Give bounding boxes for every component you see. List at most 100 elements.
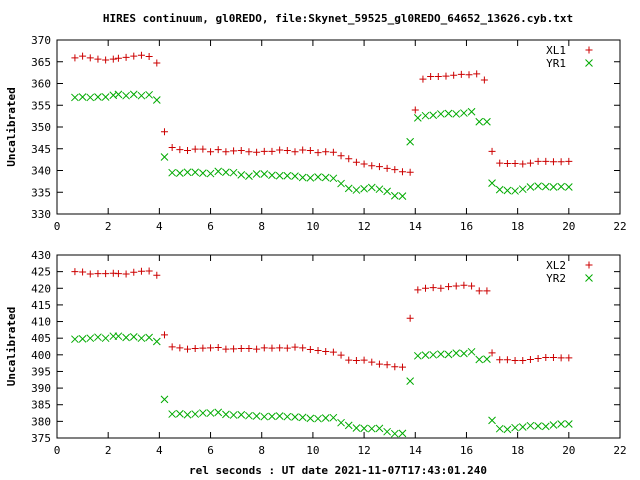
data-point <box>245 344 253 352</box>
data-point <box>534 354 542 362</box>
plot-frame <box>56 39 621 215</box>
data-point <box>94 333 102 342</box>
data-point <box>429 350 438 359</box>
data-point <box>542 353 550 361</box>
data-point <box>101 93 110 101</box>
data-point <box>145 90 153 99</box>
data-point <box>207 344 215 352</box>
x-tick-label: 16 <box>460 444 473 457</box>
data-point <box>467 107 476 116</box>
x-tick-label: 18 <box>511 220 524 233</box>
x-tick-label: 4 <box>156 444 163 457</box>
data-point <box>114 332 123 341</box>
data-point <box>71 93 79 102</box>
data-point <box>298 413 307 422</box>
data-point <box>422 284 430 292</box>
data-point <box>268 412 276 421</box>
data-point <box>314 149 322 157</box>
data-point <box>549 158 557 166</box>
data-point <box>276 146 284 154</box>
data-point <box>175 169 184 177</box>
data-point <box>511 356 519 364</box>
data-point <box>503 425 512 434</box>
data-point <box>475 117 484 126</box>
data-point <box>468 282 476 290</box>
data-point <box>406 377 415 385</box>
data-point <box>352 356 360 364</box>
data-point <box>160 153 169 161</box>
data-point <box>503 160 511 168</box>
data-point <box>291 172 299 181</box>
data-point <box>275 412 284 420</box>
data-point <box>184 146 192 154</box>
data-point <box>214 343 222 351</box>
bottom-panel: 0 2 4 6 8 10 12 14 16 18 20 22 375 380 385 390 395 400 405… <box>5 249 627 457</box>
data-point <box>175 409 184 418</box>
data-point <box>71 54 79 62</box>
data-point <box>283 412 292 421</box>
data-point <box>191 145 199 153</box>
x-tick-label: 10 <box>306 444 319 457</box>
data-point <box>360 356 368 364</box>
data-point <box>383 187 391 196</box>
data-point <box>344 421 353 430</box>
data-point <box>222 410 230 419</box>
data-point <box>452 349 461 358</box>
data-point <box>368 162 376 170</box>
data-point <box>137 91 146 100</box>
data-point <box>152 96 161 104</box>
data-point <box>467 347 476 356</box>
data-point <box>299 146 307 154</box>
data-point <box>114 270 122 278</box>
data-point <box>450 71 458 79</box>
data-point <box>375 185 384 194</box>
data-point <box>383 427 391 436</box>
data-point <box>214 408 223 417</box>
data-point <box>206 169 215 178</box>
data-point <box>283 146 291 154</box>
y-tick-label: 425 <box>31 266 51 279</box>
data-point <box>321 173 330 182</box>
data-point <box>137 51 145 59</box>
data-point <box>444 109 453 118</box>
x-tick-label: 22 <box>613 444 626 457</box>
x-tick-label: 22 <box>613 220 626 233</box>
data-point <box>122 91 130 100</box>
data-point <box>390 191 399 200</box>
data-point <box>206 409 215 417</box>
data-point <box>102 56 110 64</box>
data-point <box>252 412 261 420</box>
y-tick-label: 420 <box>31 282 51 295</box>
data-point <box>526 355 534 363</box>
x-tick-label: 14 <box>409 444 423 457</box>
data-point <box>526 421 535 430</box>
y-tick-label: 415 <box>31 299 51 312</box>
data-point <box>390 429 399 438</box>
y-tick-label: 355 <box>31 99 51 112</box>
data-point <box>130 268 138 276</box>
data-point <box>383 164 391 172</box>
data-point <box>421 111 430 120</box>
data-point <box>214 146 222 154</box>
legend-marker <box>585 261 593 269</box>
data-point <box>411 106 419 114</box>
data-point <box>360 424 368 433</box>
data-point <box>488 147 496 155</box>
data-point <box>207 148 215 156</box>
data-point <box>368 358 376 366</box>
data-point <box>260 147 268 155</box>
data-point <box>229 411 238 419</box>
x-tick-label: 0 <box>54 220 61 233</box>
y-tick-label: 330 <box>31 208 51 221</box>
data-point <box>565 354 573 362</box>
data-point <box>483 117 491 126</box>
data-point <box>191 168 200 177</box>
data-point <box>488 416 496 425</box>
x-tick-label: 8 <box>258 220 265 233</box>
data-point <box>406 137 415 146</box>
data-point <box>460 109 468 117</box>
data-point <box>457 70 465 78</box>
data-point <box>291 148 299 156</box>
data-point <box>122 53 130 61</box>
data-point <box>306 414 315 423</box>
